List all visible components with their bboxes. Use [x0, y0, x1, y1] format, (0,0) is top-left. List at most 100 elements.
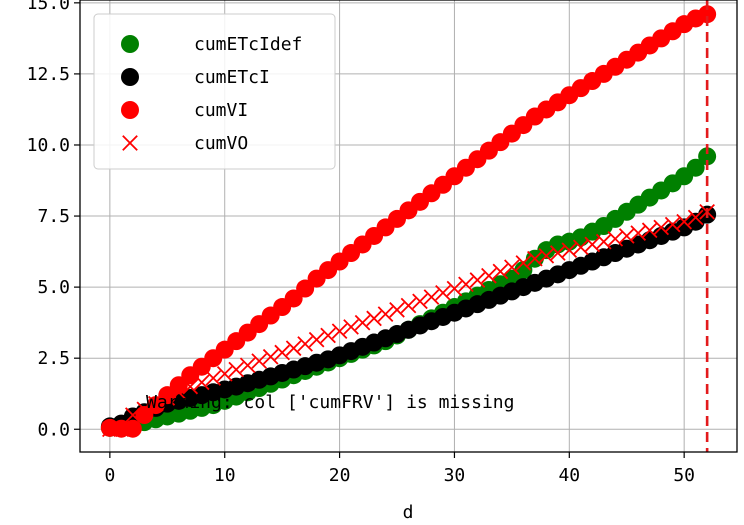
y-tick-label: 15.0 — [27, 0, 70, 14]
data-point-cumVO-stroke — [435, 284, 451, 301]
data-point-cumVO — [377, 306, 394, 322]
data-point-cumVO-stroke — [504, 259, 520, 276]
legend-box — [93, 13, 336, 170]
legend-marker-cumVO — [122, 135, 138, 151]
legend-label: cumVO — [194, 133, 248, 154]
data-point-cumETcIdef — [686, 158, 705, 177]
data-point-cumVO-stroke — [377, 306, 394, 322]
data-point-cumVO-stroke — [147, 395, 164, 412]
data-point-cumVO-stroke — [366, 310, 382, 327]
data-point-cumVO — [274, 344, 290, 361]
y-tick-label: 0.0 — [37, 419, 70, 440]
data-point-cumVO — [400, 297, 417, 314]
data-point-cumVO-stroke — [527, 250, 543, 267]
data-point-cumVO-stroke — [159, 390, 176, 406]
data-point-cumVO-stroke — [331, 323, 348, 340]
data-layer — [100, 5, 717, 438]
data-point-cumVO — [331, 323, 348, 340]
data-point-cumVO-stroke — [193, 374, 210, 391]
data-point-cumVO — [262, 348, 279, 365]
data-point-cumVO — [458, 276, 474, 293]
data-point-cumVO — [492, 263, 509, 280]
legend-label: cumVI — [194, 100, 248, 121]
data-point-cumVO — [343, 319, 359, 335]
data-point-cumVO — [216, 365, 233, 382]
warning-annotation: Warning: col ['cumFRV'] is missing — [146, 392, 514, 413]
y-tick-label: 2.5 — [37, 348, 70, 369]
data-point-cumVO — [285, 340, 302, 357]
data-point-cumVO — [676, 213, 693, 230]
data-point-cumVO-stroke — [618, 228, 635, 244]
axis-ticks: 0 10 20 30 40 50 0.0 2.5 5.0 7.5 10.0 12.5 15.0 — [27, 0, 695, 486]
data-point-cumVO — [251, 353, 268, 369]
data-point-cumVO — [320, 327, 336, 344]
legend-marker-cumETcIdef — [121, 35, 139, 53]
data-point-cumVO — [136, 401, 153, 418]
plot-frame — [79, 0, 738, 453]
data-point-cumVO-stroke — [412, 293, 428, 310]
data-point-cumVO-stroke — [320, 327, 336, 344]
data-point-cumVO-stroke — [239, 357, 256, 374]
x-tick-label: 40 — [558, 465, 580, 486]
data-point-cumVO — [515, 255, 532, 271]
data-point-cumVO — [446, 280, 463, 297]
series-cumVO — [102, 203, 715, 438]
data-point-cumVO — [193, 374, 210, 391]
data-point-cumVO-stroke — [389, 302, 405, 318]
data-point-cumVO-stroke — [343, 319, 359, 335]
data-point-cumVO — [124, 407, 141, 423]
data-point-cumVO-stroke — [595, 233, 612, 250]
legend: cumETcIdef cumETcI cumVI cumVO — [93, 13, 336, 170]
data-point-cumVO — [481, 267, 497, 284]
data-point-cumVO-stroke — [228, 361, 245, 378]
y-tick-label: 5.0 — [37, 277, 70, 298]
data-point-cumVO-stroke — [653, 219, 670, 236]
data-point-cumVO-stroke — [400, 297, 417, 314]
data-point-cumVO — [435, 284, 451, 301]
y-tick-label: 12.5 — [27, 64, 70, 85]
legend-marker-cumVI — [121, 101, 139, 119]
data-point-cumVO-stroke — [469, 272, 486, 288]
x-tick-label: 30 — [444, 465, 466, 486]
data-point-cumVO-stroke — [285, 340, 302, 357]
y-tick-label: 10.0 — [27, 135, 70, 156]
data-point-cumVO — [159, 390, 176, 406]
data-point-cumVO-stroke — [561, 242, 578, 258]
data-point-cumVO-stroke — [515, 255, 532, 271]
data-point-cumVO — [687, 209, 704, 226]
data-point-cumVO — [205, 370, 222, 386]
data-point-cumVO-stroke — [354, 314, 371, 331]
x-tick-label: 20 — [329, 465, 351, 486]
data-point-cumVO-stroke — [584, 236, 601, 253]
data-point-cumVO — [297, 336, 313, 352]
data-point-cumVO-stroke — [676, 213, 693, 230]
data-point-cumVO — [354, 314, 371, 331]
legend-marker-cumVO-stroke — [122, 135, 138, 151]
data-point-cumVO-stroke — [687, 209, 704, 226]
data-point-cumVO-stroke — [102, 421, 118, 438]
x-axis-label: d — [403, 502, 414, 523]
data-point-cumVO-stroke — [124, 407, 141, 423]
x-tick-label: 50 — [673, 465, 695, 486]
data-point-cumVO-stroke — [251, 353, 268, 369]
data-point-cumVO — [147, 395, 164, 412]
data-point-cumVO-stroke — [308, 331, 325, 348]
data-point-cumVO — [113, 421, 130, 438]
data-point-cumVO-stroke — [607, 230, 624, 247]
data-point-cumVO-stroke — [538, 248, 555, 264]
series-cumVI — [100, 5, 717, 438]
data-point-cumVO-stroke — [136, 401, 153, 418]
data-point-cumVO-stroke — [481, 267, 497, 284]
legend-label: cumETcIdef — [194, 34, 302, 55]
legend-marker-cumETcI — [121, 68, 139, 86]
data-point-cumVO-stroke — [549, 245, 566, 261]
data-point-cumVO — [412, 293, 428, 310]
y-tick-label: 7.5 — [37, 206, 70, 227]
data-point-cumVO-stroke — [423, 289, 440, 305]
data-point-cumVO-stroke — [572, 239, 589, 256]
data-point-cumVO-stroke — [170, 384, 187, 401]
data-point-cumVO-stroke — [664, 216, 681, 233]
data-point-cumVO-stroke — [458, 276, 474, 293]
data-point-cumVO — [239, 357, 256, 374]
